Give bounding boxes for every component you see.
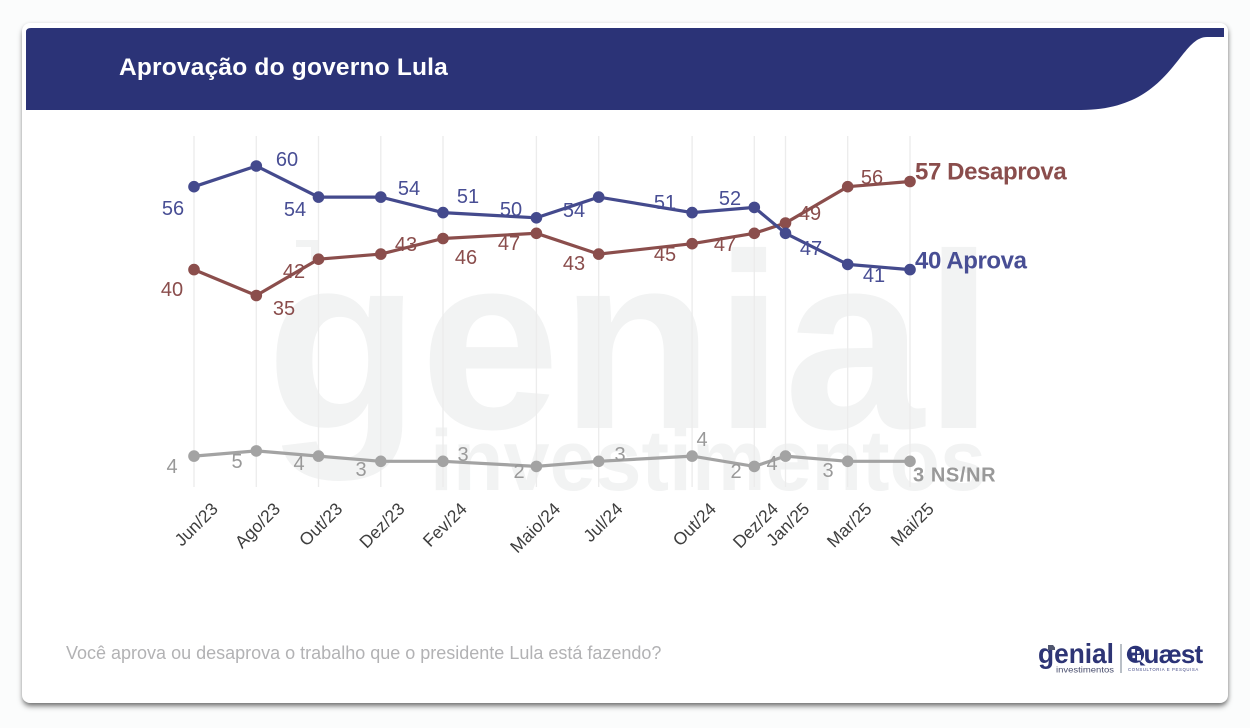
svg-text:4: 4 — [696, 429, 707, 451]
svg-text:56: 56 — [162, 198, 184, 220]
svg-text:genial: genial — [266, 202, 994, 481]
svg-text:35: 35 — [273, 298, 295, 320]
svg-text:54: 54 — [563, 200, 585, 222]
svg-text:57 Desaprova: 57 Desaprova — [915, 158, 1067, 185]
svg-text:genial: genial — [1038, 640, 1114, 669]
svg-text:4: 4 — [293, 453, 304, 475]
svg-text:4: 4 — [766, 453, 777, 475]
svg-text:43: 43 — [395, 234, 417, 256]
svg-text:40 Aprova: 40 Aprova — [915, 247, 1028, 274]
svg-text:60: 60 — [276, 149, 298, 171]
svg-text:49: 49 — [799, 203, 821, 225]
svg-text:2: 2 — [513, 461, 524, 483]
svg-text:45: 45 — [654, 244, 676, 266]
svg-text:47: 47 — [714, 234, 736, 256]
svg-text:3: 3 — [822, 460, 833, 482]
svg-text:47: 47 — [498, 233, 520, 255]
svg-text:54: 54 — [284, 199, 306, 221]
svg-text:2: 2 — [730, 461, 741, 483]
svg-text:46: 46 — [455, 247, 477, 269]
svg-text:3: 3 — [457, 444, 468, 466]
svg-text:3: 3 — [614, 444, 625, 466]
svg-text:Dez/23: Dez/23 — [355, 499, 408, 552]
svg-text:Ago/23: Ago/23 — [231, 499, 284, 552]
svg-text:Out/23: Out/23 — [295, 499, 346, 550]
svg-text:CONSULTORIA E PESQUISA: CONSULTORIA E PESQUISA — [1128, 667, 1199, 672]
svg-text:42: 42 — [283, 261, 305, 283]
svg-text:47: 47 — [800, 238, 822, 260]
svg-text:investimentos: investimentos — [1056, 666, 1114, 675]
svg-text:3 NS/NR: 3 NS/NR — [913, 465, 996, 487]
svg-text:5: 5 — [231, 451, 242, 473]
svg-text:43: 43 — [563, 253, 585, 275]
svg-text:51: 51 — [654, 192, 676, 214]
svg-text:41: 41 — [863, 265, 885, 287]
svg-text:52: 52 — [719, 188, 741, 210]
svg-text:uæst: uæst — [1144, 639, 1204, 669]
svg-text:51: 51 — [457, 186, 479, 208]
svg-text:50: 50 — [500, 199, 522, 221]
svg-text:56: 56 — [861, 167, 883, 189]
svg-text:40: 40 — [161, 279, 183, 301]
svg-text:3: 3 — [355, 459, 366, 481]
svg-text:54: 54 — [398, 178, 420, 200]
svg-text:Jun/23: Jun/23 — [171, 499, 222, 550]
svg-text:4: 4 — [166, 456, 177, 478]
